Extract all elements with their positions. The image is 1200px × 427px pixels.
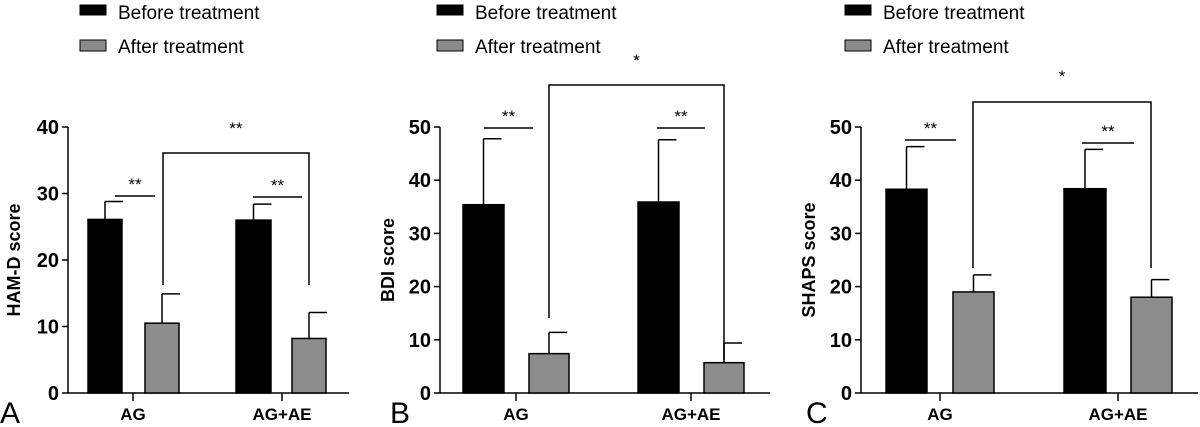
significance-label: ** [128, 175, 142, 194]
significance-label: ** [1101, 122, 1115, 141]
bar-before-ag [462, 203, 505, 394]
legend-swatch-after [844, 39, 872, 52]
y-tick-label: 0 [841, 383, 852, 405]
bar-before-ag-ae [637, 201, 680, 394]
bar-after-ag [952, 291, 995, 394]
panel-label: A [0, 397, 20, 427]
y-tick-label: 50 [830, 117, 852, 139]
bar-after-ag-ae [1130, 296, 1173, 394]
panel-B: Before treatment After treatment 0 10 20 30 40… [378, 3, 770, 427]
between-group-significance: * [1059, 67, 1066, 86]
legend-label-after: After treatment [118, 37, 244, 58]
y-tick-label: 30 [37, 184, 59, 206]
between-group-bracket [548, 84, 725, 360]
x-tick-label: AG+AE [661, 405, 720, 424]
legend-swatch-before [844, 4, 872, 16]
legend-swatch-after [436, 39, 464, 52]
panel-label: B [390, 397, 410, 427]
bar-after-ag [528, 352, 570, 394]
y-tick-label: 20 [830, 277, 852, 299]
between-group-significance: ** [229, 119, 243, 138]
panel-C: Before treatment After treatment 0 10 20 30 40… [799, 3, 1198, 427]
legend-label-after: After treatment [883, 37, 1009, 58]
y-axis-label: HAM-D score [4, 203, 24, 316]
y-tick-label: 0 [420, 383, 431, 405]
significance-label: ** [924, 119, 938, 138]
y-axis-label: BDI score [378, 218, 398, 302]
legend-label-before: Before treatment [475, 3, 617, 24]
panel-label: C [806, 397, 828, 427]
y-tick-label: 30 [409, 223, 431, 245]
legend-swatch-after [79, 39, 107, 52]
x-tick-label: AG+AE [252, 405, 311, 424]
between-group-bracket [972, 101, 1152, 268]
y-tick-label: 10 [37, 317, 59, 339]
bar-before-ag [885, 188, 928, 394]
panel-A: Before treatment After treatment 0 10 20 30 40… [0, 3, 349, 427]
legend-swatch-before [436, 4, 464, 16]
y-tick-label: 20 [409, 277, 431, 299]
bar-after-ag [144, 322, 180, 394]
legend-label-after: After treatment [475, 37, 601, 58]
y-tick-label: 40 [37, 117, 59, 139]
y-tick-label: 40 [830, 170, 852, 192]
y-tick-label: 10 [409, 330, 431, 352]
bar-before-ag [87, 218, 123, 394]
significance-label: ** [674, 107, 688, 126]
y-tick-label: 40 [409, 170, 431, 192]
x-tick-label: AG+AE [1088, 405, 1147, 424]
y-tick-label: 10 [830, 330, 852, 352]
legend-label-before: Before treatment [883, 3, 1025, 24]
bar-after-ag-ae [291, 337, 327, 394]
y-tick-label: 30 [830, 223, 852, 245]
bar-before-ag-ae [1063, 187, 1107, 394]
y-tick-label: 50 [409, 117, 431, 139]
significance-label: ** [271, 176, 285, 195]
between-group-significance: * [633, 51, 640, 70]
y-tick-label: 20 [37, 250, 59, 272]
bar-before-ag-ae [235, 219, 272, 394]
between-group-bracket [162, 152, 310, 285]
legend-label-before: Before treatment [118, 3, 260, 24]
x-tick-label: AG [927, 405, 953, 424]
y-axis-label: SHAPS score [799, 202, 819, 317]
legend-swatch-before [79, 4, 107, 16]
x-tick-label: AG [503, 405, 529, 424]
y-tick-label: 0 [48, 383, 59, 405]
significance-label: ** [502, 107, 516, 126]
x-tick-label: AG [120, 405, 146, 424]
bar-after-ag-ae [703, 361, 745, 394]
